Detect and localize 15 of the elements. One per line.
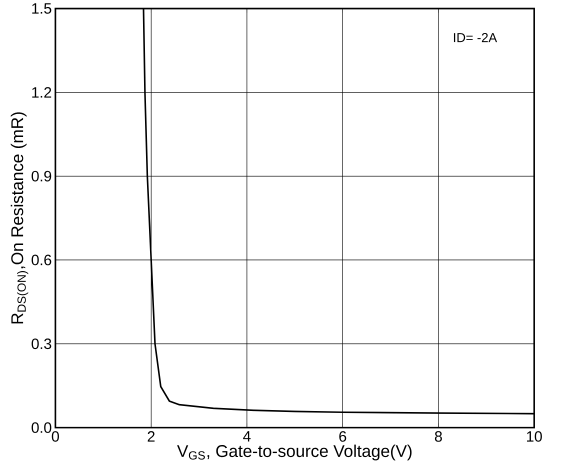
y-tick-label: 0.3 xyxy=(32,338,52,349)
y-tick-label: 1.2 xyxy=(32,86,52,98)
x-tick-label: 8 xyxy=(434,431,442,442)
y-tick-label: 1.5 xyxy=(32,3,52,14)
x-tick-label: 2 xyxy=(148,431,155,442)
annotation: ID= -2A xyxy=(454,32,498,42)
x-tick-label: 6 xyxy=(339,431,346,442)
x-tick-label: 0 xyxy=(52,431,59,442)
y-tick-label: 0.6 xyxy=(32,254,52,266)
x-tick-label: 10 xyxy=(526,431,542,442)
x-axis-title: V$_{GS}$, Gate-to-source Voltage(V) xyxy=(177,444,412,460)
y-tick-label: 0.0 xyxy=(32,422,52,433)
y-tick-label: 0.9 xyxy=(32,170,52,182)
x-tick-label: 4 xyxy=(243,431,251,442)
y-axis-title: R$_{DS(ON)}$,On Resistance (mR) xyxy=(10,112,28,324)
